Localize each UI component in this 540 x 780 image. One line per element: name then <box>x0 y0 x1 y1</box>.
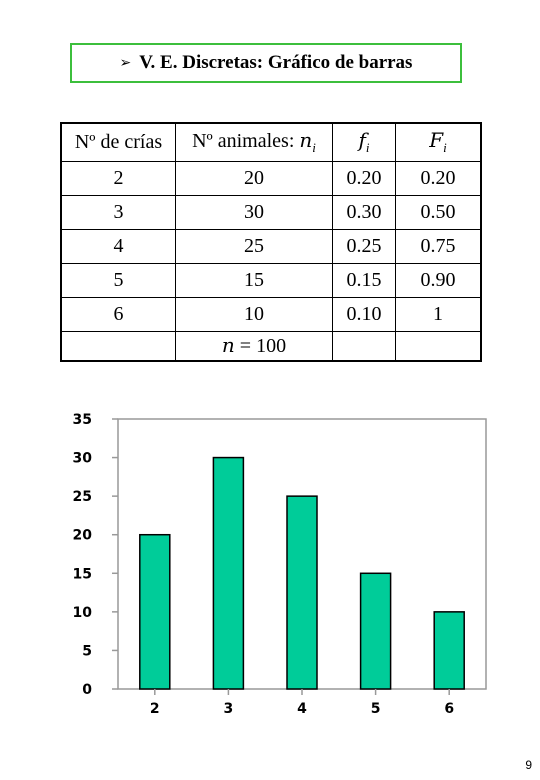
y-tick-label: 25 <box>73 489 92 505</box>
cell-total: n = 100 <box>175 330 333 362</box>
table-header-row: Nº de crías Nº animales: ni fi Fi <box>60 122 482 162</box>
bar-chart: 0 5 10 15 20 25 30 35 2 3 4 5 6 <box>50 405 500 725</box>
slide-title-box: ➢ V. E. Discretas: Gráfico de barras <box>70 43 462 83</box>
cell-crias: 3 <box>60 194 176 230</box>
x-tick-label: 2 <box>150 701 160 717</box>
x-tick-label: 3 <box>224 701 234 717</box>
frequency-table: Nº de crías Nº animales: ni fi Fi 2 20 0… <box>60 122 482 362</box>
cell-Fi: 0.20 <box>395 160 482 196</box>
table-row: 3 30 0.30 0.50 <box>60 194 482 230</box>
cell-Fi: 0.50 <box>395 194 482 230</box>
cell-empty <box>60 330 176 362</box>
bar <box>286 495 318 690</box>
table-row: 5 15 0.15 0.90 <box>60 262 482 298</box>
x-tick-label: 5 <box>371 701 381 717</box>
bar <box>359 572 392 690</box>
arrow-bullet-icon: ➢ <box>119 55 132 71</box>
cell-fi: 0.25 <box>332 228 396 264</box>
cell-fi: 0.10 <box>332 296 396 332</box>
y-tick-label: 35 <box>73 412 92 428</box>
table-total-row: n = 100 <box>60 330 482 362</box>
cell-empty <box>395 330 482 362</box>
y-tick-label: 30 <box>73 451 93 467</box>
x-tick-label: 6 <box>444 701 454 717</box>
cell-Fi: 1 <box>395 296 482 332</box>
x-tick-label: 4 <box>297 701 307 717</box>
cell-animales: 20 <box>175 160 333 196</box>
cell-crias: 2 <box>60 160 176 196</box>
table-row: 6 10 0.10 1 <box>60 296 482 332</box>
table-row: 2 20 0.20 0.20 <box>60 160 482 196</box>
bar <box>433 611 465 690</box>
cell-crias: 5 <box>60 262 176 298</box>
y-tick-label: 0 <box>82 682 92 698</box>
cell-animales: 30 <box>175 194 333 230</box>
y-tick-label: 10 <box>73 605 93 621</box>
bar <box>212 456 245 690</box>
cell-fi: 0.30 <box>332 194 396 230</box>
y-tick-label: 15 <box>73 566 92 582</box>
cell-fi: 0.15 <box>332 262 396 298</box>
bar <box>139 533 171 690</box>
cell-Fi: 0.75 <box>395 228 482 264</box>
table-row: 4 25 0.25 0.75 <box>60 228 482 264</box>
header-Fi: Fi <box>395 122 482 162</box>
cell-crias: 4 <box>60 228 176 264</box>
header-animales: Nº animales: ni <box>175 122 333 162</box>
cell-empty <box>332 330 396 362</box>
bar-chart-svg: 0 5 10 15 20 25 30 35 2 3 4 5 6 <box>73 412 487 717</box>
cell-animales: 15 <box>175 262 333 298</box>
cell-crias: 6 <box>60 296 176 332</box>
y-tick-label: 20 <box>73 528 93 544</box>
header-crias: Nº de crías <box>60 122 176 162</box>
slide-title: V. E. Discretas: Gráfico de barras <box>139 52 413 73</box>
page-number: 9 <box>525 758 532 772</box>
cell-Fi: 0.90 <box>395 262 482 298</box>
y-tick-label: 5 <box>82 643 92 659</box>
cell-fi: 0.20 <box>332 160 396 196</box>
cell-animales: 10 <box>175 296 333 332</box>
header-fi: fi <box>332 122 396 162</box>
cell-animales: 25 <box>175 228 333 264</box>
